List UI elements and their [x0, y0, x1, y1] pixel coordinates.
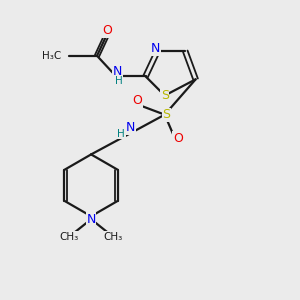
Text: S: S — [161, 89, 169, 102]
Text: H: H — [115, 76, 122, 86]
Text: H₃C: H₃C — [42, 51, 62, 61]
Text: O: O — [173, 132, 183, 145]
Text: N: N — [151, 42, 160, 55]
Text: S: S — [162, 108, 170, 121]
Text: N: N — [86, 213, 96, 226]
Text: CH₃: CH₃ — [59, 232, 79, 242]
Text: H: H — [117, 129, 125, 139]
Text: O: O — [102, 24, 112, 37]
Text: N: N — [126, 122, 136, 134]
Text: N: N — [113, 64, 122, 78]
Text: O: O — [133, 94, 142, 107]
Text: CH₃: CH₃ — [103, 232, 123, 242]
